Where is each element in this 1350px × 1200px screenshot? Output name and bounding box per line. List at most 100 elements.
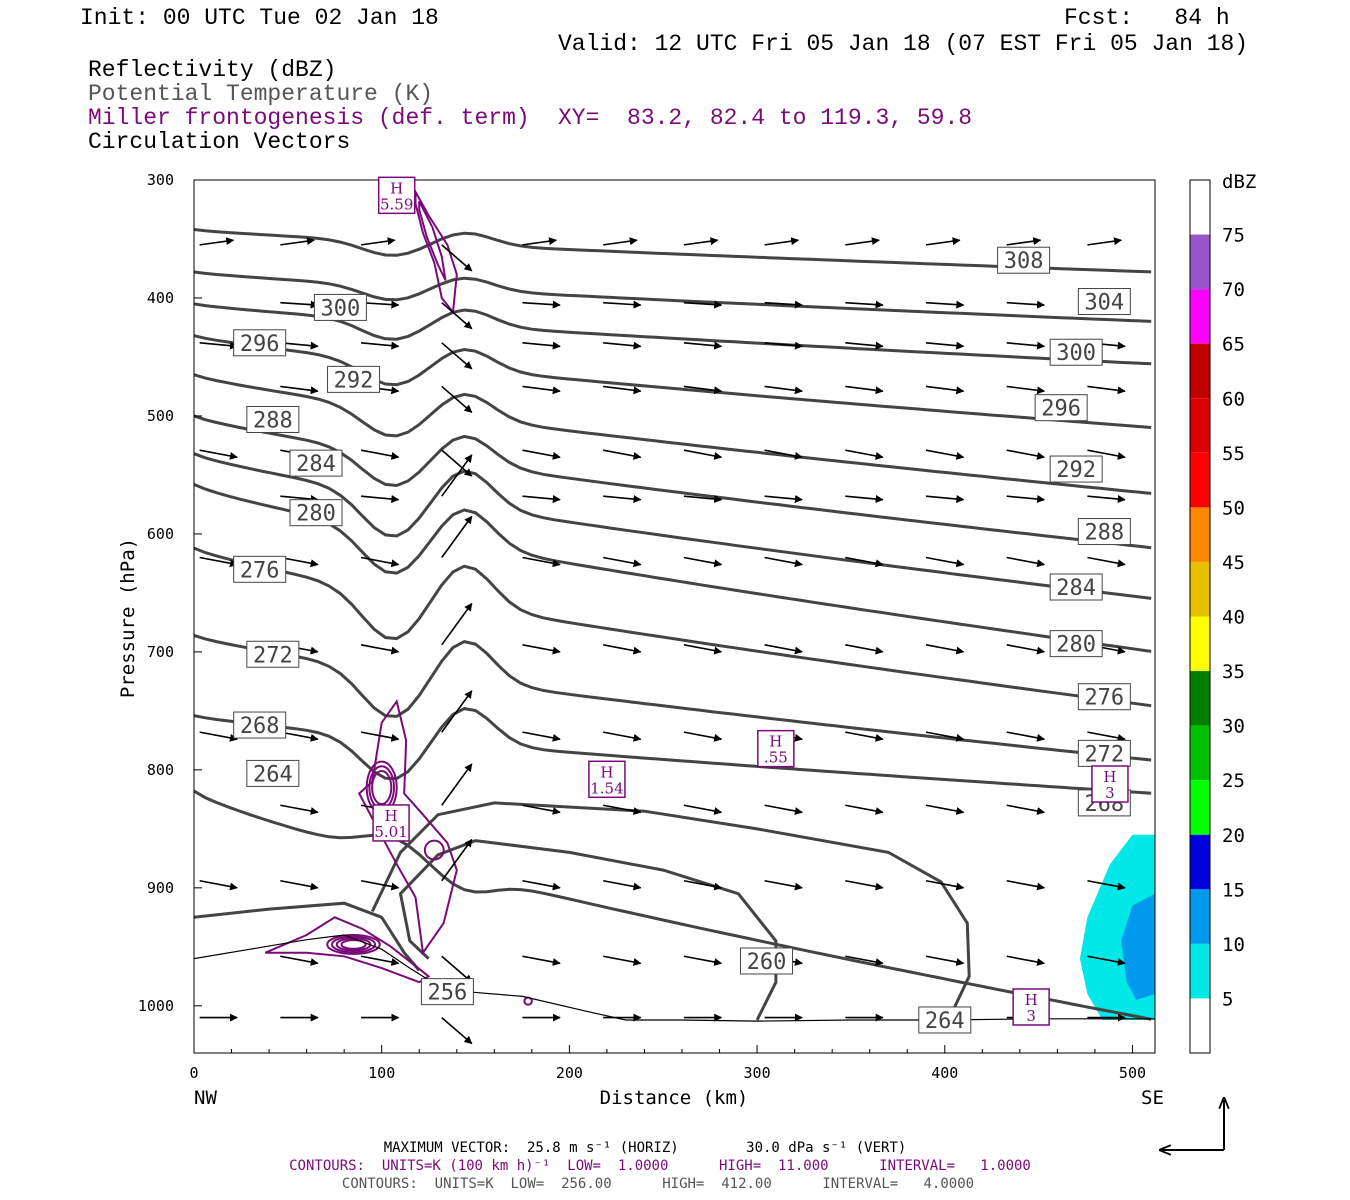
colorbar-swatch: [1190, 616, 1210, 672]
theta-label-box: [233, 555, 287, 583]
circulation-vector: [441, 515, 473, 558]
theta-contour-292: [193, 373, 1152, 495]
circulation-vector: [764, 644, 803, 655]
circulation-vector: [603, 731, 642, 742]
theta-contour-272: [193, 633, 1152, 762]
theta-label: 284: [1049, 573, 1103, 601]
theta-contour-288: [193, 414, 1152, 550]
theta-label: 296: [1034, 394, 1088, 422]
circulation-vector: [845, 385, 884, 395]
theta-label-text: 308: [1004, 249, 1044, 274]
colorbar: 75 70 65 60 55 50 45 40 35 30 25 20 15 10 5: [1189, 179, 1245, 1054]
theta-label-box: [420, 978, 474, 1006]
field-theta: Potential Temperature (K): [88, 81, 434, 107]
theta-label-text: 280: [296, 502, 336, 527]
circulation-vector: [603, 804, 642, 815]
theta-label-text: 292: [334, 368, 374, 393]
circulation-vector: [603, 341, 642, 350]
circulation-vector: [764, 300, 803, 309]
circulation-vector: [1006, 804, 1046, 815]
fronto-max-box: [372, 804, 410, 842]
circulation-vector: [845, 300, 884, 309]
y-tick-label: 400: [147, 289, 174, 307]
circulation-vector: [360, 731, 400, 742]
circulation-vector: [845, 731, 884, 742]
field-frontogenesis: Miller frontogenesis (def. term): [88, 105, 530, 131]
colorbar-label: 20: [1222, 825, 1245, 847]
circulation-vector: [683, 556, 723, 568]
circulation-vector: [1006, 385, 1046, 395]
fronto-max-h: H: [390, 179, 403, 197]
circulation-vector: [522, 955, 561, 966]
theta-label-text: 288: [1084, 521, 1124, 546]
circulation-vectors: [199, 237, 1126, 1045]
theta-label-box: [233, 711, 287, 739]
theta-label-box: [289, 499, 343, 527]
terrain-line: [193, 934, 1155, 1022]
circulation-vector: [683, 449, 723, 460]
circulation-vector: [683, 955, 723, 966]
theta-contour-300: [193, 302, 1152, 366]
circulation-vector: [360, 237, 396, 246]
x-tick-label: 100: [368, 1064, 395, 1082]
circulation-vector: [683, 644, 723, 655]
circulation-vector: [925, 804, 965, 815]
circulation-vector: [683, 300, 723, 309]
theta-label-text: 300: [1056, 341, 1096, 366]
circulation-vector: [1006, 731, 1046, 742]
circulation-vector: [1087, 556, 1126, 568]
circulation-vector: [280, 495, 319, 504]
theta-label: 276: [233, 555, 287, 583]
fronto-max-box: [588, 760, 626, 799]
theta-contour-304: [193, 270, 1152, 323]
circulation-vector: [764, 385, 803, 395]
theta-label-box: [1049, 630, 1103, 658]
theta-contour-256: [193, 901, 421, 972]
circulation-vector: [441, 1017, 473, 1045]
x-right-end-label: SE: [1141, 1087, 1164, 1109]
circulation-vector: [522, 879, 561, 891]
colorbar-swatch: [1190, 834, 1210, 890]
theta-label-text: 280: [1056, 633, 1096, 658]
circulation-vector: [360, 556, 400, 568]
circulation-vector: [925, 237, 961, 246]
y-tick-label: 800: [147, 761, 174, 779]
circulation-vector: [522, 644, 561, 655]
fronto-max-box: [377, 176, 416, 215]
circulation-vector: [280, 237, 315, 246]
circulation-vector: [441, 838, 473, 882]
circulation-vector: [925, 879, 965, 891]
fronto-max-h: H: [1103, 768, 1116, 786]
x-axis-ticks: 0 100 200 300 400 500: [189, 1045, 1146, 1082]
theta-label: 300: [1049, 338, 1103, 366]
circulation-vector: [1006, 644, 1046, 655]
theta-contour-268: [193, 707, 1152, 795]
circulation-vector: [1006, 955, 1046, 966]
circulation-vector: [683, 237, 719, 246]
circulation-vector: [683, 341, 723, 350]
circulation-vector: [845, 341, 884, 350]
circulation-vector: [199, 449, 238, 460]
circulation-vector: [280, 804, 319, 815]
theta-label-text: 304: [1084, 291, 1124, 316]
theta-label: 268: [233, 711, 287, 739]
circulation-vector: [360, 341, 400, 350]
circulation-vector: [522, 385, 561, 395]
fronto-max-value: 5.01: [374, 823, 407, 841]
circulation-vector: [603, 955, 642, 966]
theta-label: 288: [246, 405, 300, 433]
y-tick-label: 900: [147, 879, 174, 897]
x-tick-label: 200: [556, 1064, 583, 1082]
circulation-vector: [522, 237, 558, 246]
theta-label-text: 296: [240, 332, 280, 357]
circulation-vector: [199, 879, 238, 891]
colorbar-label: 65: [1222, 334, 1245, 356]
circulation-vector: [683, 495, 723, 504]
theta-label-box: [327, 365, 381, 393]
theta-label-box: [233, 329, 287, 357]
theta-label-text: 256: [428, 981, 468, 1006]
circulation-vector: [764, 341, 803, 350]
circulation-vector: [1006, 495, 1046, 504]
circulation-vector: [683, 804, 723, 815]
